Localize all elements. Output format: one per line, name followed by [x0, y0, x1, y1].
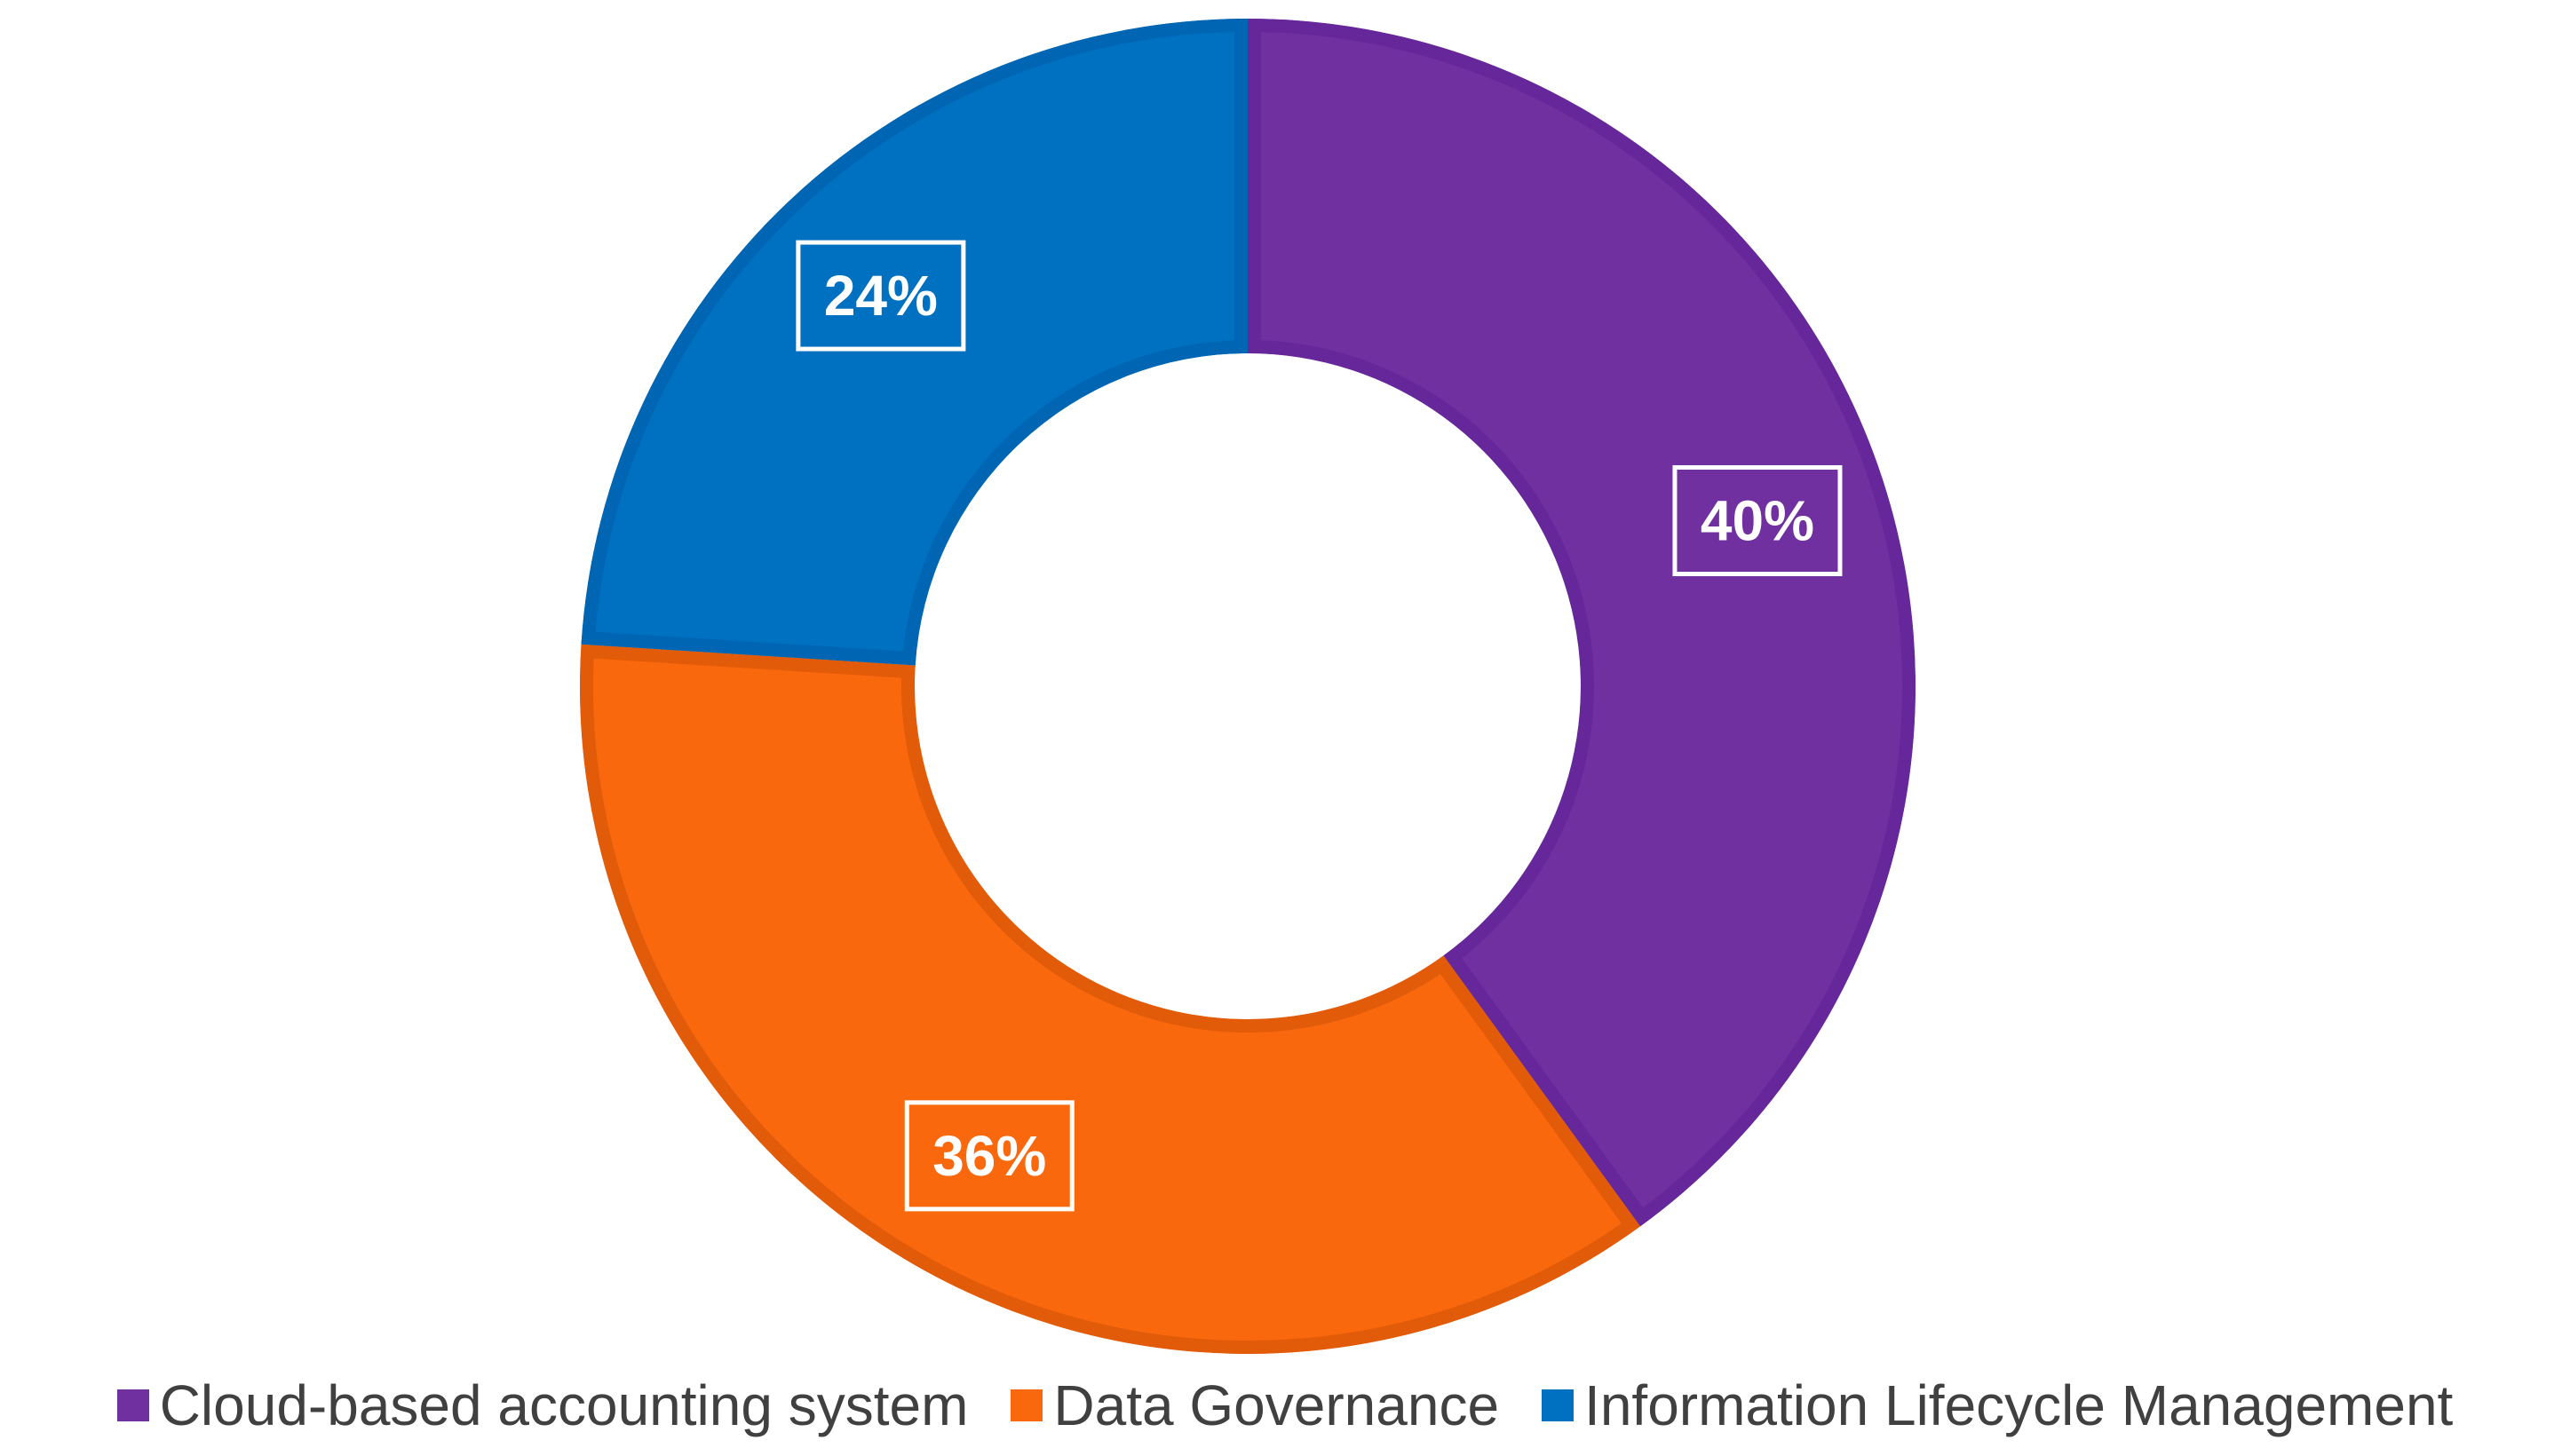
- legend-swatch: [116, 1389, 149, 1421]
- data-label-0: 40%: [1672, 465, 1843, 577]
- data-label-text: 24%: [824, 264, 938, 328]
- legend-swatch: [1542, 1389, 1575, 1421]
- legend-item: Information Lifecycle Management: [1542, 1377, 2453, 1434]
- donut-slices: [580, 19, 1916, 1354]
- data-label-text: 36%: [932, 1124, 1046, 1188]
- legend-item: Data Governance: [1011, 1377, 1499, 1434]
- legend-label: Data Governance: [1053, 1373, 1500, 1437]
- legend-label: Information Lifecycle Management: [1584, 1373, 2454, 1437]
- data-label-text: 40%: [1701, 489, 1814, 553]
- data-label-2: 24%: [796, 240, 966, 352]
- data-label-box: [1672, 465, 1843, 577]
- legend-swatch: [1011, 1389, 1043, 1421]
- data-label-box: [796, 240, 966, 352]
- data-label-1: 36%: [904, 1100, 1075, 1212]
- data-labels: 40% 36% 24%: [796, 240, 1843, 1212]
- legend-label: Cloud-based accounting system: [159, 1373, 969, 1437]
- chart-legend: Cloud-based accounting system Data Govern…: [0, 1365, 2570, 1445]
- legend-item: Cloud-based accounting system: [116, 1373, 969, 1437]
- data-label-box: [904, 1100, 1075, 1212]
- slice-information-lifecycle-management: [581, 19, 1248, 666]
